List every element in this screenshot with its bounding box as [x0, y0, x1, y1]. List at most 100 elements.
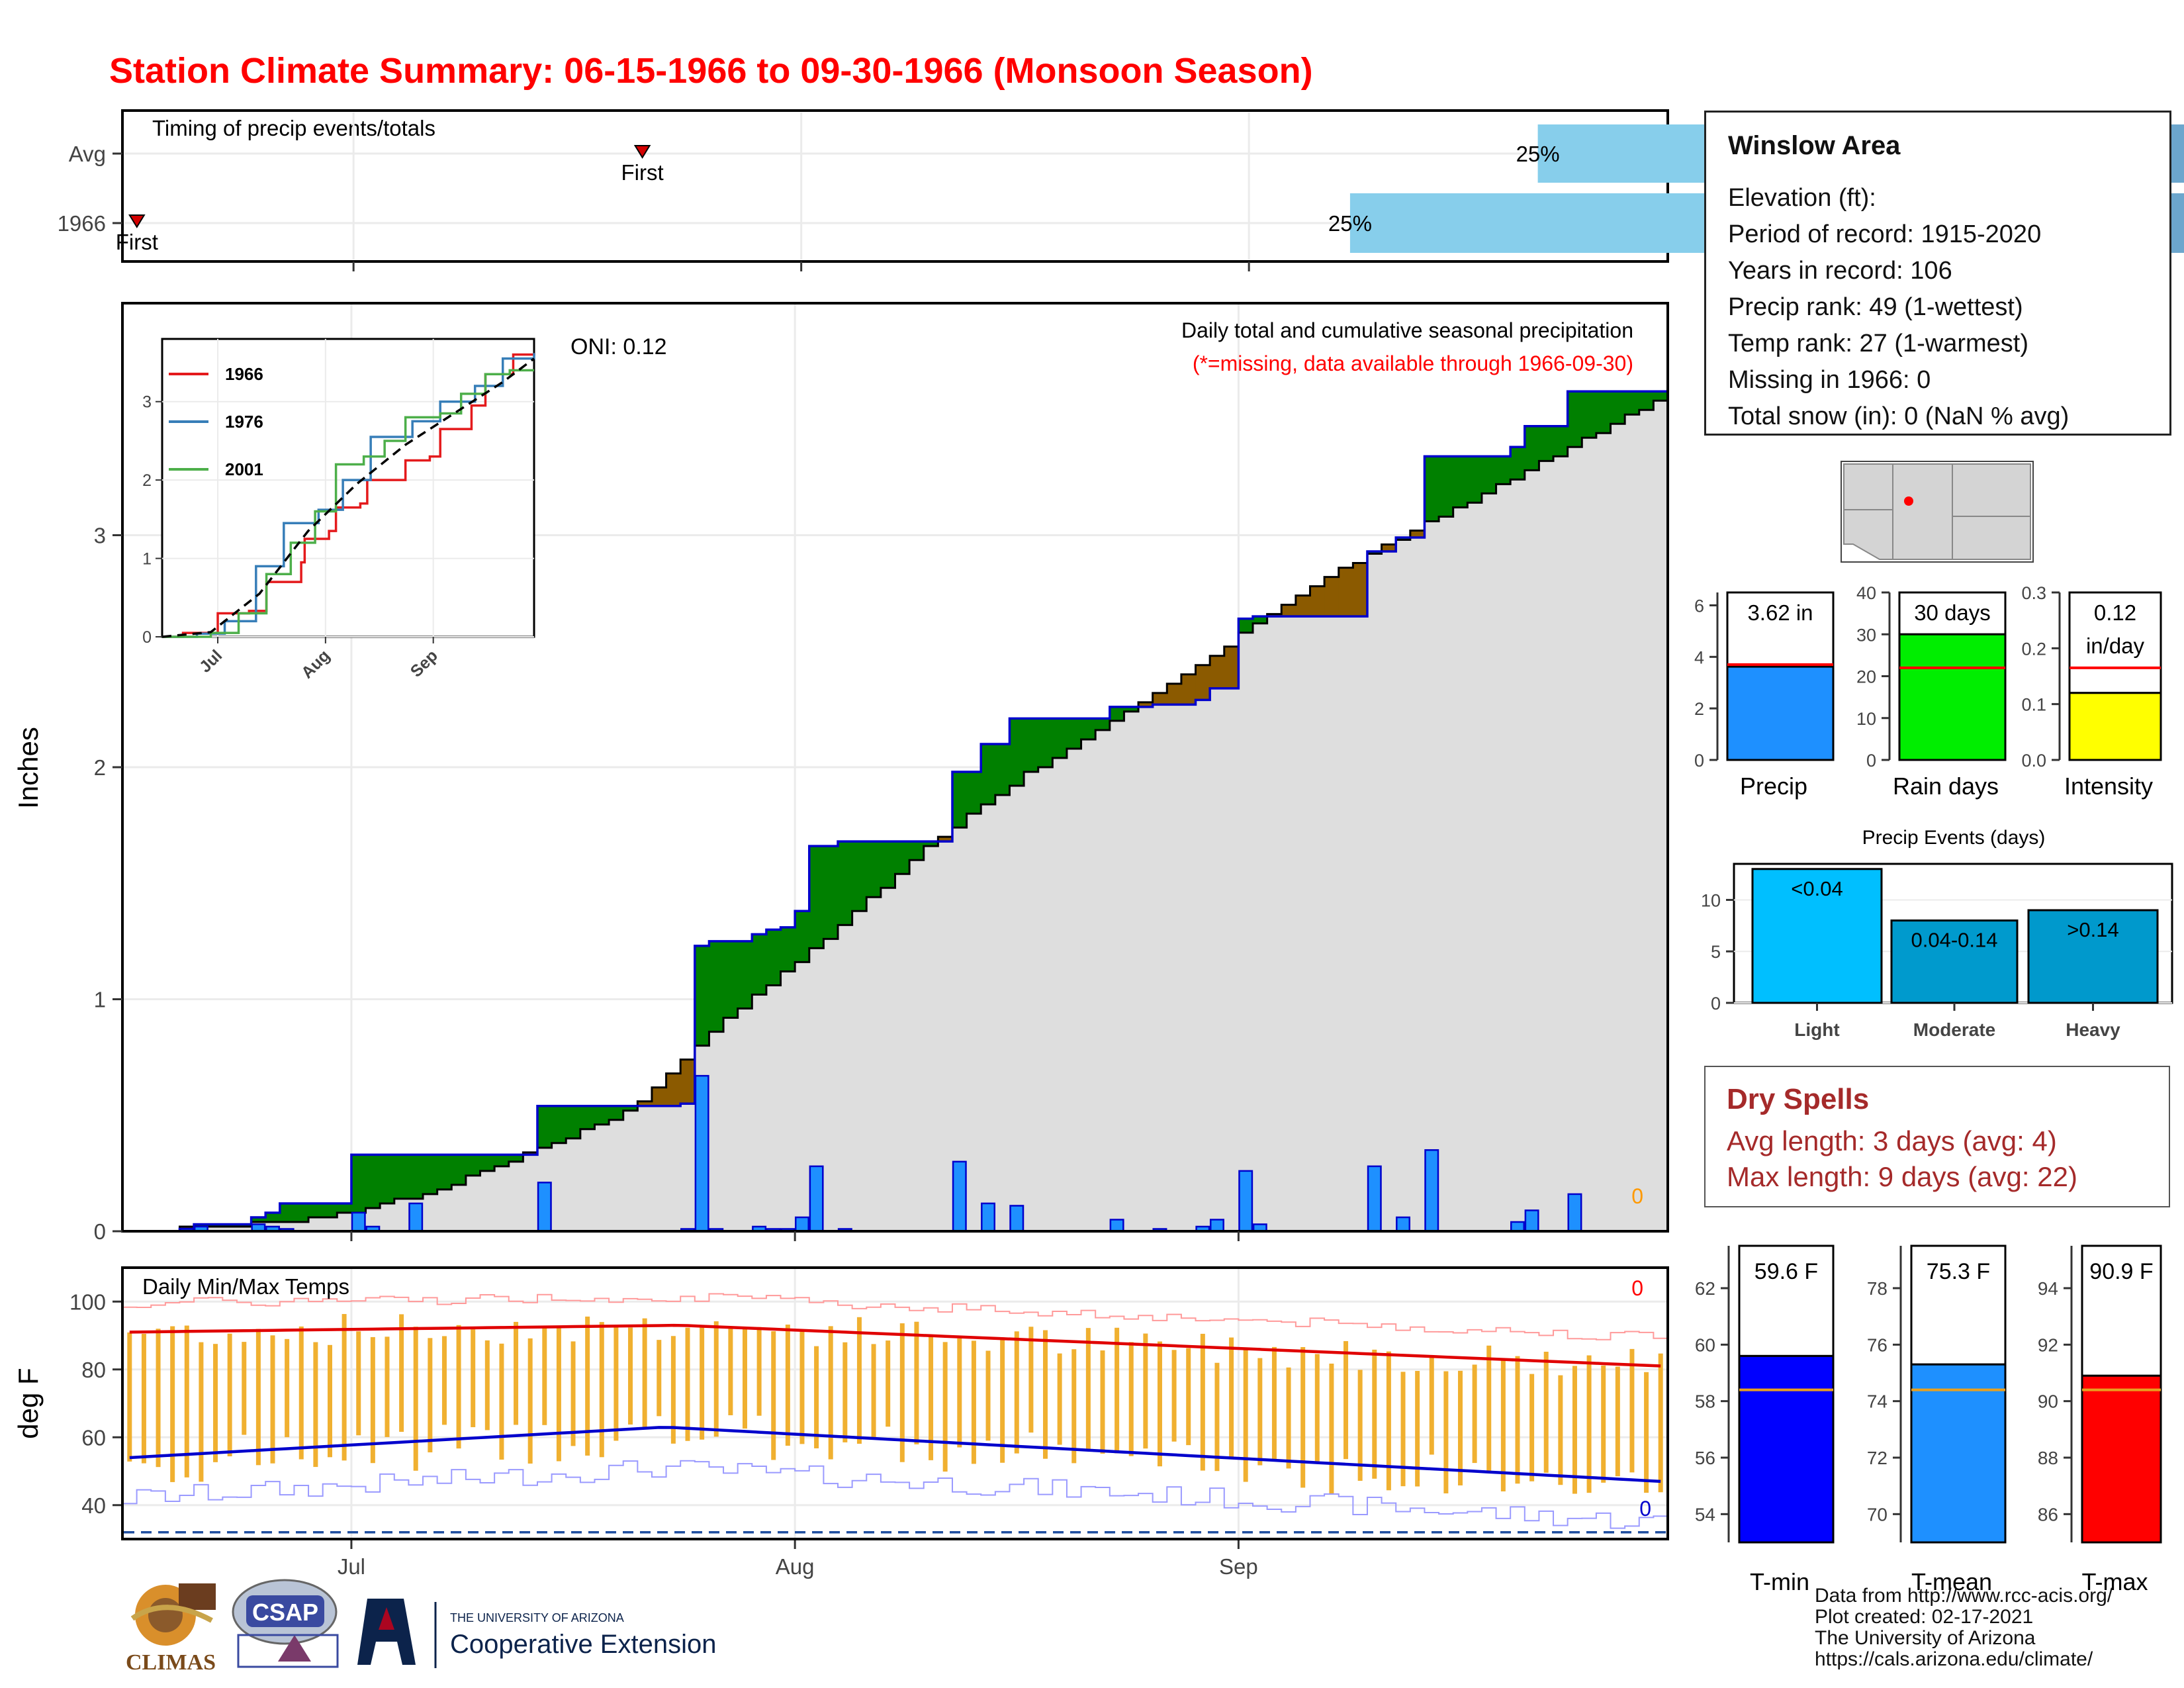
daily-temp-bar — [1658, 1353, 1663, 1493]
daily-temp-bar — [285, 1338, 290, 1438]
daily-temp-bar — [1429, 1355, 1434, 1455]
events-bar-text: 0.04-0.14 — [1911, 929, 1998, 952]
temperature-chart: 40 60 80 100 Jul Aug Sep Daily Min/Max Temps 0… — [13, 1266, 1669, 1579]
daily-precip-bar — [1510, 1221, 1525, 1233]
cumulative-1966-line — [122, 390, 1668, 1233]
above-avg-fill — [1453, 456, 1468, 508]
daily-temp-bar — [1372, 1349, 1377, 1479]
daily-temp-bar — [1085, 1328, 1091, 1452]
precip-y-tick: 3 — [94, 524, 106, 548]
daily-temp-bar — [814, 1346, 819, 1448]
events-y-tick: 10 — [1701, 890, 1721, 910]
daily-temp-bar — [484, 1340, 490, 1430]
daily-precip-bar — [1209, 1219, 1224, 1233]
below-avg-deficit-fill — [1152, 692, 1167, 705]
info-line: Temp rank: 27 (1-warmest) — [1728, 330, 2029, 357]
above-avg-fill — [322, 1203, 338, 1217]
daily-temp-bar — [1443, 1371, 1449, 1493]
summary-y-tick: 94 — [2038, 1278, 2058, 1299]
daily-temp-bar — [771, 1331, 776, 1460]
above-avg-fill — [623, 1105, 638, 1111]
below-avg-deficit-fill — [1353, 563, 1368, 617]
daily-temp-bar — [1115, 1327, 1120, 1454]
daily-temp-bar — [255, 1329, 261, 1466]
summary-bar-panel: 0.0 0.1 0.2 0.3 0.12 in/day Intensity — [2021, 583, 2162, 800]
below-avg-deficit-fill — [637, 1101, 653, 1106]
station-info-lines: Elevation (ft): Period of record: 1915-20… — [1728, 180, 2069, 435]
daily-temp-bar — [127, 1332, 132, 1462]
temp-y-label: deg F — [13, 1368, 44, 1438]
above-avg-fill — [809, 846, 824, 949]
credit-line-2: Plot created: 02-17-2021 — [1815, 1606, 2034, 1628]
above-avg-fill — [222, 1224, 238, 1227]
x-axis-tick: Sep — [1219, 1554, 1258, 1579]
summary-bar-text: 59.6 F — [1754, 1259, 1818, 1284]
daily-temp-bar — [842, 1342, 848, 1442]
events-bar-label: Moderate — [1913, 1019, 1995, 1040]
timing-marker — [633, 145, 651, 159]
dry-spells-title: Dry Spells — [1727, 1083, 1870, 1115]
daily-temp-bar — [942, 1342, 948, 1472]
inset-legend-label: 2001 — [225, 459, 263, 479]
daily-temp-bar — [1415, 1370, 1420, 1487]
daily-temp-bar — [871, 1344, 876, 1438]
daily-temp-bar — [570, 1341, 576, 1446]
above-avg-fill — [208, 1224, 223, 1227]
events-bar — [1890, 919, 2019, 1004]
above-avg-fill — [351, 1154, 367, 1213]
daily-temp-bar — [1243, 1350, 1248, 1482]
above-avg-fill — [337, 1203, 352, 1213]
events-bar — [2027, 909, 2159, 1004]
below-avg-deficit-fill — [1281, 604, 1297, 617]
daily-temp-bar — [1043, 1330, 1048, 1459]
summary-y-tick: 54 — [1695, 1504, 1715, 1524]
temp-y-tick: 80 — [81, 1358, 106, 1382]
above-avg-fill — [866, 841, 882, 898]
below-avg-deficit-fill — [1410, 530, 1425, 538]
daily-temp-bar — [1357, 1370, 1363, 1481]
temp-y-tick: 60 — [81, 1425, 106, 1450]
temp-missing-min: 0 — [1639, 1497, 1651, 1521]
daily-temp-bar — [1000, 1337, 1005, 1463]
ua-logo: THE UNIVERSITY OF ARIZONA Cooperative Ex… — [357, 1599, 716, 1668]
daily-temp-bar — [728, 1329, 733, 1415]
above-avg-fill — [1639, 391, 1654, 410]
daily-precip-bar — [408, 1202, 424, 1233]
summary-bar-value — [2068, 692, 2162, 761]
daily-temp-bar — [1486, 1345, 1492, 1471]
inset-legend-label: 1976 — [225, 412, 263, 432]
daily-precip-bar — [1524, 1209, 1539, 1233]
above-avg-fill — [709, 941, 724, 1032]
above-avg-fill — [566, 1105, 581, 1139]
precip-y-tick: 1 — [94, 988, 106, 1012]
record-high-line — [122, 1293, 1668, 1340]
daily-temp-bar — [170, 1326, 175, 1482]
daily-temp-bar — [1286, 1367, 1291, 1469]
daily-temp-bar — [1458, 1370, 1463, 1485]
logos: CLIMAS CSAP THE UNIVERSITY OF ARIZONA Co… — [126, 1579, 716, 1675]
locator-map — [1841, 461, 2034, 563]
credit-line-4: https://cals.arizona.edu/climate/ — [1815, 1648, 2093, 1670]
summary-bar-label: Precip — [1740, 773, 1807, 800]
events-bar-label: Light — [1794, 1019, 1839, 1040]
daily-temp-bar — [385, 1336, 390, 1437]
above-avg-fill — [408, 1154, 424, 1199]
above-avg-fill — [1238, 618, 1253, 633]
daily-temp-bar — [1529, 1374, 1535, 1481]
daily-precip-bar — [1367, 1165, 1382, 1233]
daily-temp-bar — [899, 1323, 905, 1462]
below-avg-deficit-fill — [1224, 646, 1239, 688]
timing-marker — [128, 214, 146, 228]
below-avg-deficit-fill — [1210, 655, 1225, 688]
above-avg-fill — [365, 1154, 381, 1208]
above-avg-fill — [194, 1224, 209, 1227]
summary-y-tick: 90 — [2038, 1391, 2058, 1412]
above-avg-fill — [780, 927, 796, 972]
below-avg-deficit-fill — [1267, 614, 1282, 617]
precip-events-chart: Precip Events (days) 0 5 10 <0.04 Light 0.04-0… — [1701, 827, 2173, 1040]
summary-bar-frame — [1898, 591, 2007, 635]
summary-bar-label: Intensity — [2064, 773, 2153, 800]
daily-temp-bar — [914, 1321, 919, 1444]
avg-max-temp-line — [129, 1323, 1661, 1368]
